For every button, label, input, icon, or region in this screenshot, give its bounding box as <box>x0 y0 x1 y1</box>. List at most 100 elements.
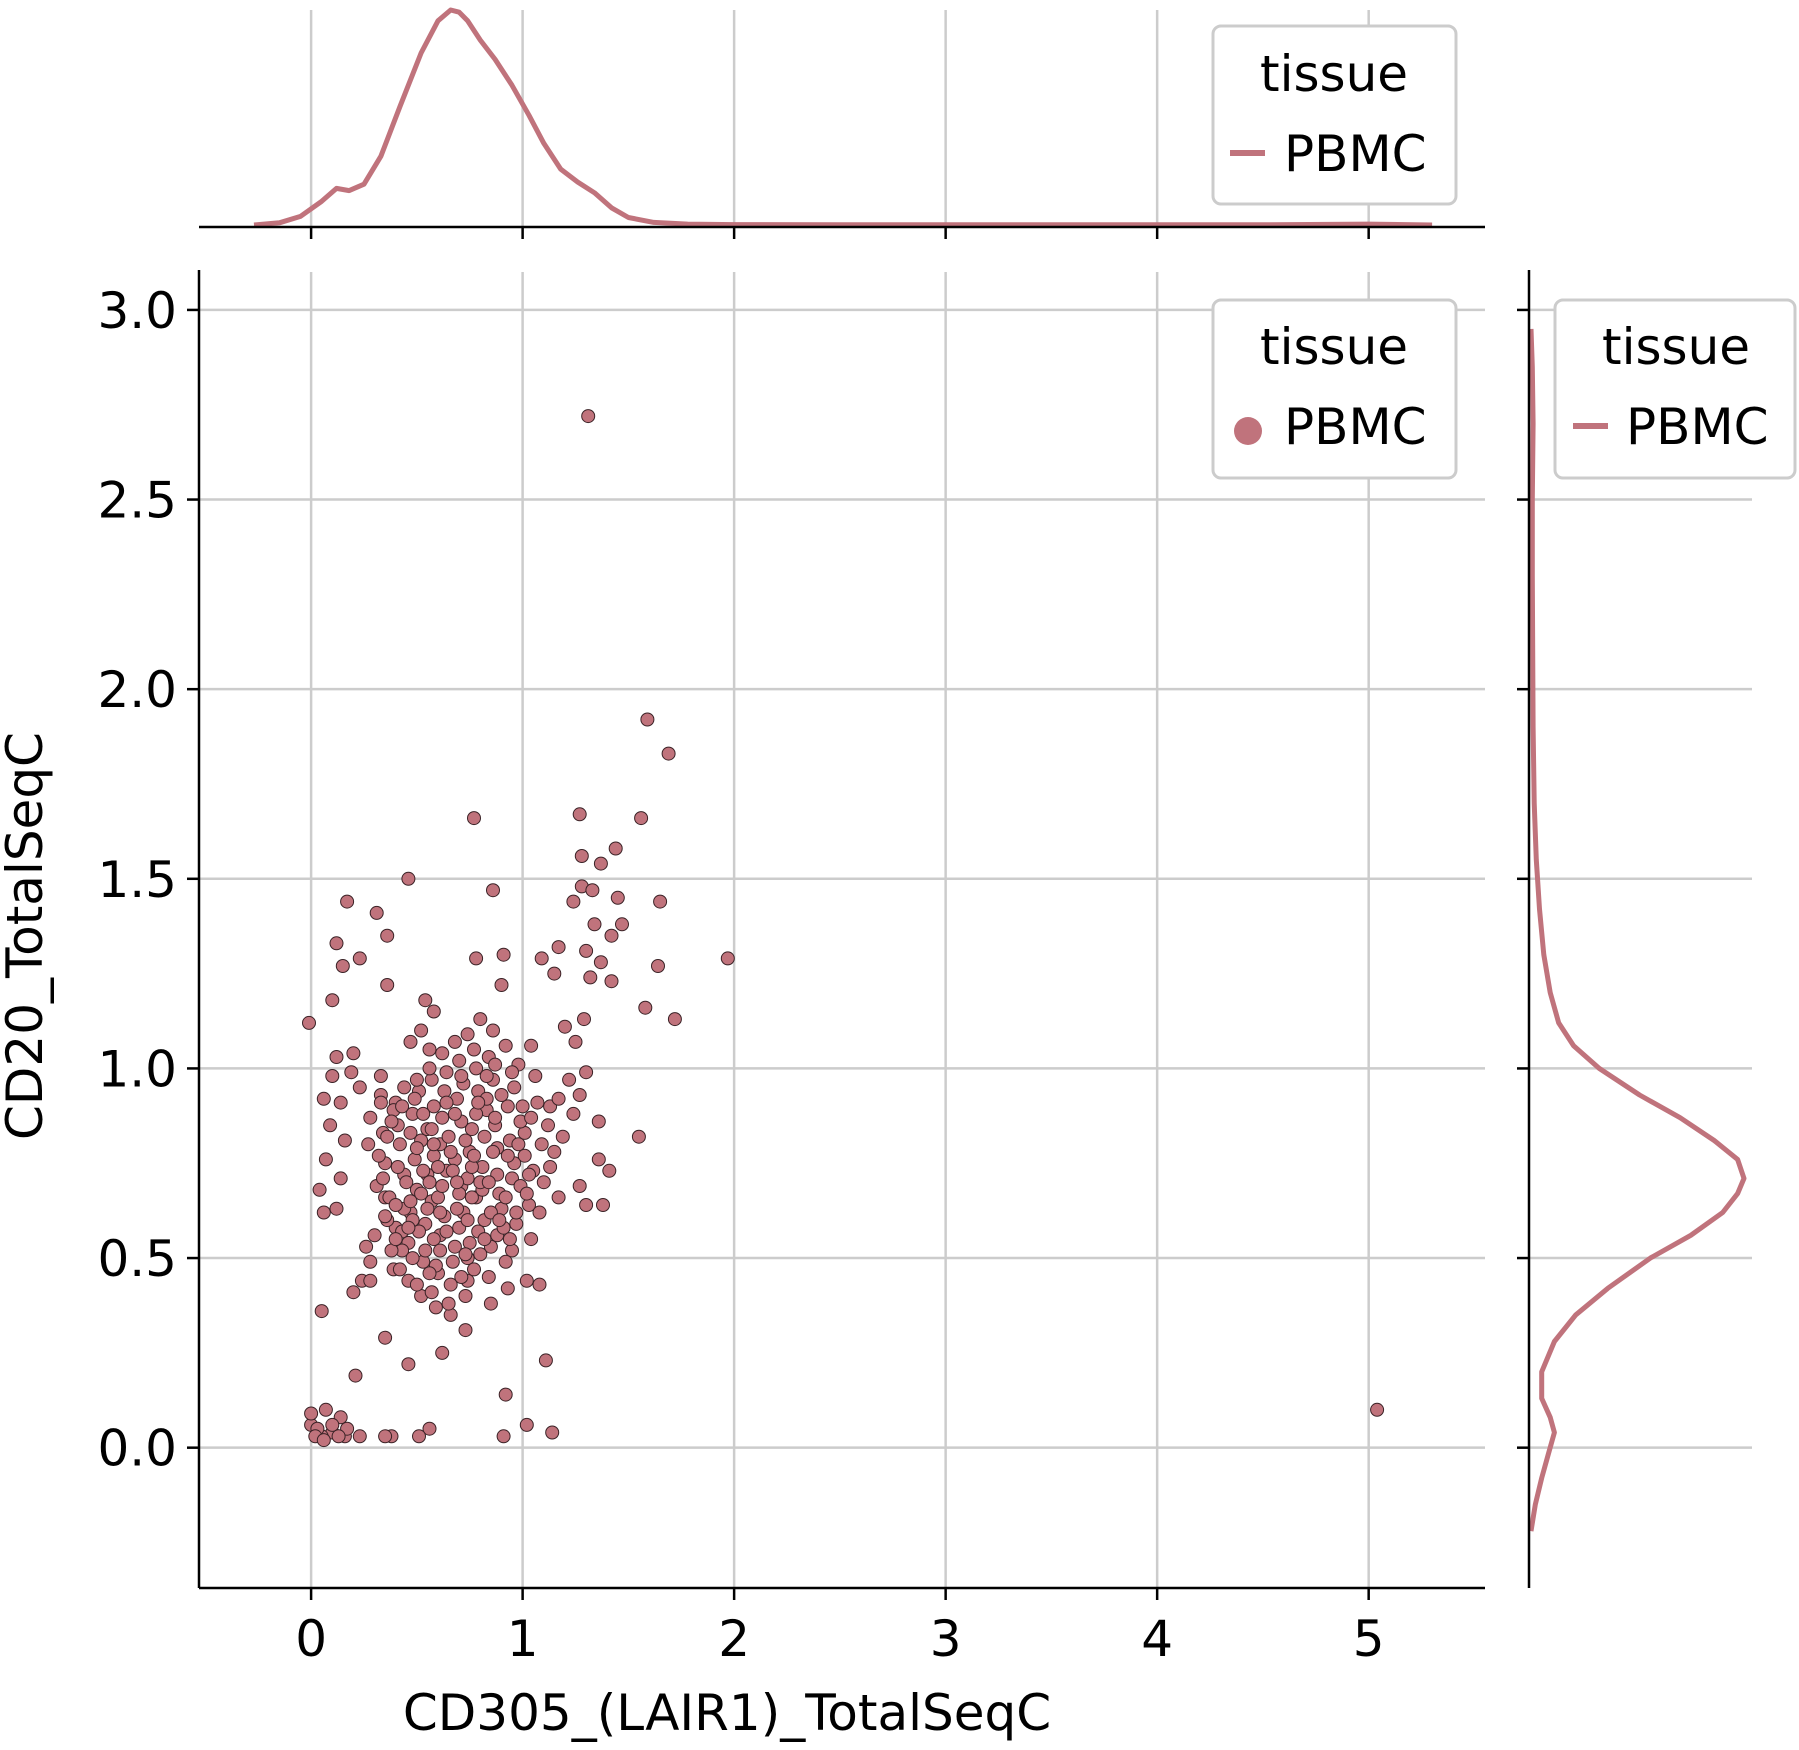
scatter-point <box>401 1357 416 1372</box>
scatter-point <box>435 1110 450 1125</box>
scatter-point <box>502 1232 517 1247</box>
scatter-point <box>333 1095 348 1110</box>
scatter-point <box>545 1425 560 1440</box>
scatter-point <box>454 1270 469 1284</box>
scatter-point <box>585 883 600 898</box>
scatter-point <box>422 1175 437 1190</box>
scatter-point <box>579 943 594 958</box>
scatter-point <box>496 1429 511 1444</box>
scatter-point <box>392 1262 407 1277</box>
scatter-point <box>452 1053 467 1068</box>
scatter-point <box>384 1114 399 1129</box>
scatter-point <box>401 871 416 886</box>
scatter-point <box>524 1110 539 1125</box>
y-axis-label: CD20_TotalSeqC <box>0 732 54 1140</box>
x-tick-label: 1 <box>507 1610 539 1668</box>
scatter-point <box>568 1034 583 1049</box>
scatter-point <box>304 1406 319 1421</box>
scatter-point <box>532 1205 547 1220</box>
scatter-point <box>528 1069 543 1083</box>
scatter-point <box>469 951 484 966</box>
scatter-point <box>498 1190 513 1205</box>
scatter-point <box>450 1175 464 1190</box>
scatter-point <box>515 1099 530 1114</box>
scatter-point <box>517 1148 532 1163</box>
scatter-point <box>566 894 581 909</box>
scatter-point <box>428 1300 443 1315</box>
scatter-point <box>422 1266 437 1281</box>
y-tick-label: 0.5 <box>97 1230 177 1288</box>
scatter-point <box>441 1296 456 1311</box>
scatter-point <box>407 1152 422 1167</box>
scatter-point <box>562 1072 577 1087</box>
scatter-point <box>433 1205 448 1220</box>
scatter-point <box>426 1004 441 1019</box>
scatter-point <box>486 1023 500 1038</box>
scatter-point <box>667 1012 682 1027</box>
scatter-point <box>653 894 668 909</box>
scatter-point <box>447 1034 462 1049</box>
y-tick-label: 2.5 <box>97 472 177 530</box>
scatter-point <box>395 1099 410 1114</box>
scatter-point <box>314 1304 329 1319</box>
scatter-point <box>511 1137 526 1152</box>
scatter-point <box>392 1137 407 1152</box>
scatter-point <box>651 959 665 973</box>
scatter-point <box>390 1160 405 1174</box>
scatter-point <box>519 1273 534 1288</box>
scatter-point <box>498 1038 513 1053</box>
scatter-point <box>325 993 340 1008</box>
scatter-point <box>500 1281 515 1296</box>
scatter-point <box>409 1072 424 1087</box>
scatter-point <box>467 811 481 826</box>
scatter-point <box>467 1148 481 1163</box>
scatter-point <box>522 1167 536 1182</box>
scatter-point <box>435 1345 450 1360</box>
legend-title: tissue <box>1260 45 1408 103</box>
scatter-point <box>473 1012 488 1027</box>
scatter-point <box>318 1152 333 1167</box>
scatter-point <box>464 1160 479 1174</box>
x-tick-label: 2 <box>718 1610 750 1668</box>
scatter-point <box>445 1254 460 1269</box>
scatter-point <box>574 849 589 863</box>
legend-title: tissue <box>1260 318 1408 376</box>
scatter-point <box>505 1065 519 1080</box>
scatter-point <box>412 1429 426 1444</box>
scatter-point <box>318 1402 333 1417</box>
scatter-point <box>604 974 619 989</box>
scatter-point <box>524 1038 539 1053</box>
axes <box>187 225 1531 1600</box>
scatter-point <box>555 1129 570 1144</box>
x-axis-label: CD305_(LAIR1)_TotalSeqC <box>403 1684 1051 1742</box>
y-tick-label: 1.0 <box>97 1040 177 1098</box>
scatter-point <box>661 746 676 761</box>
scatter-point <box>447 1239 462 1254</box>
scatter-point <box>488 1057 503 1072</box>
scatter-point <box>399 1175 414 1190</box>
legend-title: tissue <box>1602 318 1750 376</box>
scatter-point <box>534 951 549 966</box>
scatter-point <box>496 947 511 962</box>
scatter-point <box>519 1417 534 1432</box>
y-tick-label: 3.0 <box>97 282 177 340</box>
scatter-point <box>547 966 562 981</box>
scatter-point <box>426 1232 441 1247</box>
legend-right-marginal: tissue PBMC <box>1553 298 1797 480</box>
scatter-point <box>359 1239 374 1254</box>
scatter-point <box>541 1118 555 1133</box>
scatter-point <box>424 1285 439 1300</box>
scatter-point <box>593 856 608 871</box>
scatter-point <box>615 917 629 932</box>
scatter-point <box>593 955 608 970</box>
scatter-point <box>464 1122 479 1137</box>
scatter-point <box>409 1277 424 1292</box>
scatter-point <box>302 1015 316 1030</box>
scatter-point <box>464 1190 479 1205</box>
scatter-point <box>348 1368 363 1383</box>
scatter-point <box>572 1179 587 1193</box>
scatter-point <box>450 1201 464 1216</box>
scatter-point <box>435 1046 450 1061</box>
scatter-point <box>380 1129 395 1144</box>
